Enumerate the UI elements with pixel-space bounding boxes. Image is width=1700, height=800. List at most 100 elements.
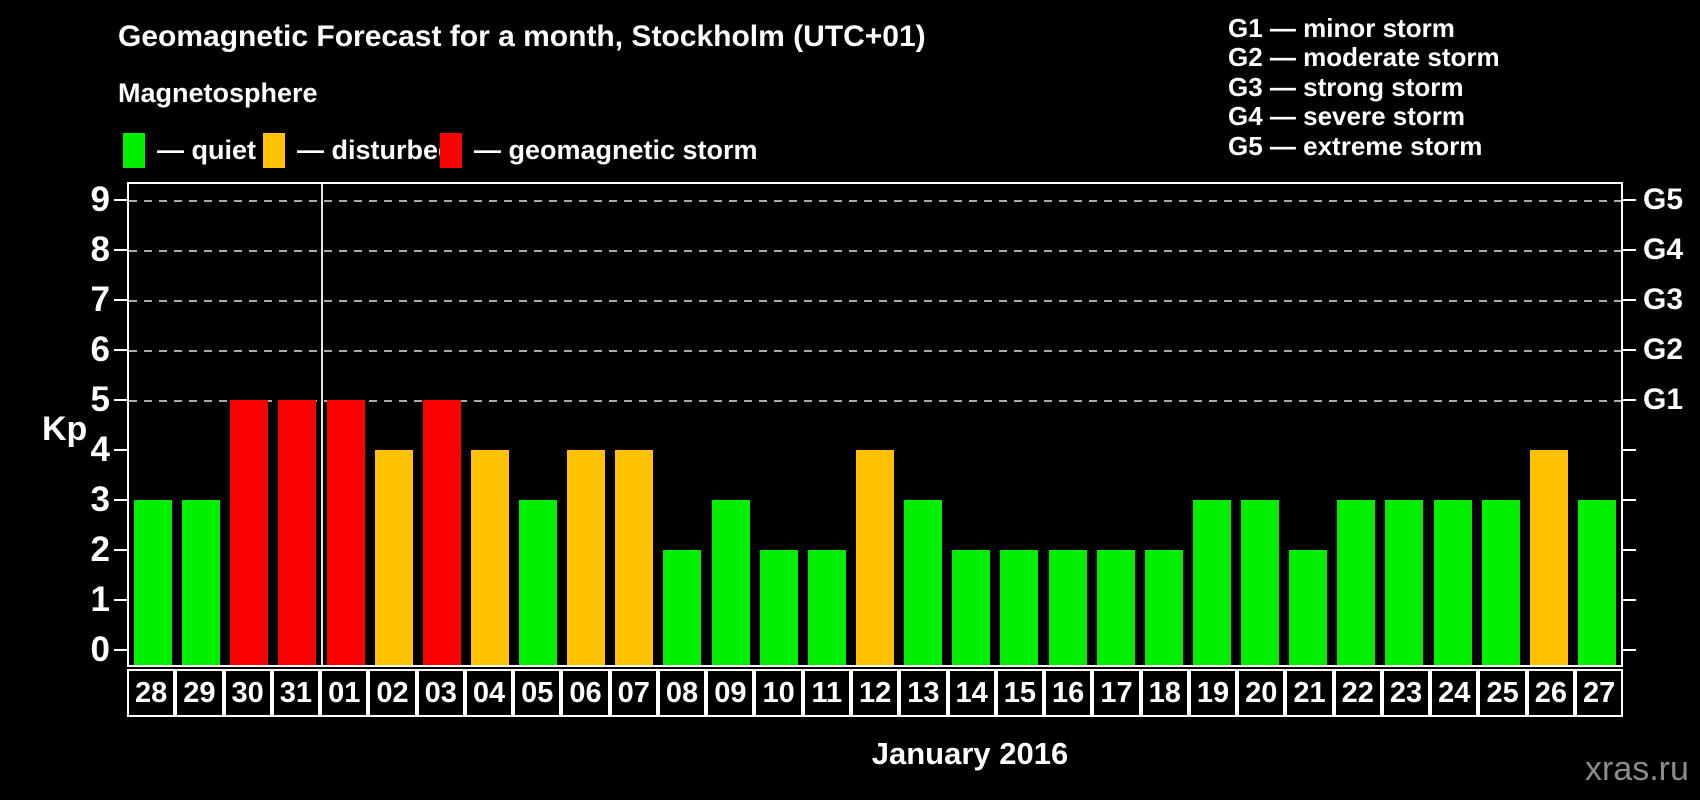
- day-label-04: 04: [464, 669, 514, 717]
- kp-bar-day-04: [470, 450, 509, 665]
- day-label-05: 05: [513, 669, 562, 717]
- day-label-16: 16: [1044, 669, 1093, 717]
- kp-bar-day-30: [230, 400, 269, 665]
- g-legend-line: G1 — minor storm: [1228, 13, 1455, 43]
- legend-swatch-quiet-icon: [123, 133, 145, 168]
- kp-bar-day-07: [615, 450, 654, 665]
- kp-bar-day-25: [1481, 500, 1520, 665]
- kp-tick-left-3: [114, 499, 127, 501]
- kp-tick-left-4: [114, 449, 127, 451]
- day-label-19: 19: [1188, 669, 1238, 717]
- kp-bar-day-14: [952, 550, 991, 665]
- kp-bar-day-29: [182, 500, 221, 665]
- g-tick-right-7: [1623, 299, 1636, 301]
- g-scale-legend: G1 — minor storm G2 — moderate storm G3 — …: [1228, 13, 1500, 161]
- kp-tick-left-7: [114, 299, 127, 301]
- g-tick-right-6: [1623, 349, 1636, 351]
- kp-bar-day-08: [663, 550, 702, 665]
- kp-tick-label-5: 5: [90, 380, 110, 419]
- g-tick-right-2: [1623, 549, 1636, 551]
- day-label-06: 06: [561, 669, 610, 717]
- day-label-15: 15: [995, 669, 1045, 717]
- legend-label-disturbed: — disturbed: [297, 135, 455, 165]
- kp-bar-day-24: [1433, 500, 1472, 665]
- kp-bar-day-13: [904, 500, 943, 665]
- kp-tick-label-6: 6: [90, 330, 110, 369]
- month-separator-line: [321, 184, 323, 665]
- month-label: January 2016: [871, 736, 1069, 771]
- kp-bar-day-02: [374, 450, 413, 665]
- kp-bar-day-15: [1000, 550, 1039, 665]
- day-label-03: 03: [416, 669, 465, 717]
- day-label-11: 11: [802, 669, 851, 717]
- gridline-kp7: [129, 300, 1621, 302]
- plot-area: [127, 182, 1623, 667]
- gridline-kp5: [129, 400, 1621, 402]
- kp-tick-label-8: 8: [90, 230, 110, 269]
- kp-tick-left-5: [114, 399, 127, 401]
- kp-bar-day-21: [1289, 550, 1328, 665]
- day-label-23: 23: [1381, 669, 1431, 717]
- kp-tick-label-3: 3: [90, 480, 110, 519]
- kp-bar-day-31: [278, 400, 317, 665]
- kp-axis-title: Kp: [42, 410, 88, 448]
- kp-bar-day-09: [711, 500, 750, 665]
- day-label-17: 17: [1092, 669, 1141, 717]
- kp-tick-label-7: 7: [90, 280, 110, 319]
- legend-label-quiet: — quiet: [157, 135, 256, 165]
- day-label-27: 27: [1574, 669, 1624, 717]
- day-label-02: 02: [368, 669, 417, 717]
- day-label-18: 18: [1140, 669, 1189, 717]
- kp-tick-label-1: 1: [90, 580, 110, 619]
- day-label-31: 31: [271, 669, 321, 717]
- day-label-row: 28 29 30 31 01 02 03 04 05 06 07 08 09 10 11 12 13 14 15 16…: [127, 669, 1624, 717]
- g-tick-right-8: [1623, 249, 1636, 251]
- kp-bar-day-23: [1385, 500, 1424, 665]
- legend-item-disturbed: — disturbed: [263, 133, 455, 168]
- g-tick-right-4: [1623, 449, 1636, 451]
- kp-tick-left-2: [114, 549, 127, 551]
- gridline-kp9: [129, 200, 1621, 202]
- chart-subtitle: Magnetosphere: [118, 78, 318, 108]
- g-axis-label-g5: G5: [1643, 183, 1684, 216]
- g-tick-right-0: [1623, 649, 1636, 651]
- g-tick-right-5: [1623, 399, 1636, 401]
- kp-bar-day-26: [1529, 450, 1568, 665]
- g-axis-label-g4: G4: [1643, 233, 1684, 266]
- gridline-kp8: [129, 250, 1621, 252]
- day-label-26: 26: [1526, 669, 1575, 717]
- day-label-28: 28: [127, 669, 176, 717]
- kp-bar-day-11: [807, 550, 846, 665]
- kp-bar-day-18: [1144, 550, 1183, 665]
- legend-item-storm: — geomagnetic storm: [440, 133, 758, 168]
- kp-bar-day-10: [759, 550, 798, 665]
- day-label-14: 14: [947, 669, 996, 717]
- chart-title: Geomagnetic Forecast for a month, Stockh…: [118, 20, 926, 53]
- watermark: xras.ru: [1585, 750, 1689, 788]
- kp-bar-day-16: [1048, 550, 1087, 665]
- day-label-24: 24: [1430, 669, 1479, 717]
- day-label-09: 09: [706, 669, 755, 717]
- kp-tick-left-9: [114, 199, 127, 201]
- kp-bar-day-27: [1577, 500, 1616, 665]
- g-tick-right-1: [1623, 599, 1636, 601]
- kp-tick-label-0: 0: [90, 630, 110, 669]
- g-legend-line: G5 — extreme storm: [1228, 130, 1483, 161]
- g-tick-right-9: [1623, 199, 1636, 201]
- kp-tick-left-1: [114, 599, 127, 601]
- kp-tick-left-0: [114, 649, 127, 651]
- kp-bar-day-05: [519, 500, 558, 665]
- kp-bar-day-12: [856, 450, 894, 665]
- kp-bar-day-22: [1337, 500, 1376, 665]
- day-label-22: 22: [1333, 669, 1382, 717]
- day-label-20: 20: [1237, 669, 1286, 717]
- g-legend-line: G4 — severe storm: [1228, 101, 1466, 132]
- day-label-30: 30: [223, 669, 272, 717]
- g-axis-label-g3: G3: [1643, 283, 1684, 316]
- legend-label-storm: — geomagnetic storm: [474, 135, 758, 165]
- day-label-29: 29: [175, 669, 224, 717]
- kp-bar-day-17: [1096, 550, 1135, 665]
- kp-bar-day-03: [422, 400, 461, 665]
- day-label-08: 08: [657, 669, 707, 717]
- day-label-07: 07: [609, 669, 658, 717]
